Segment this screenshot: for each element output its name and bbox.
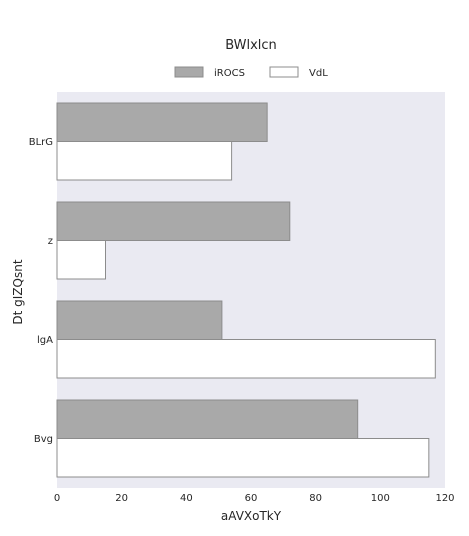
legend-label: iROCS <box>214 68 245 79</box>
bar-series1-2 <box>56 300 223 340</box>
bar-series2-0 <box>56 141 233 181</box>
x-tick-label: 20 <box>115 493 128 504</box>
bar-series1-3 <box>56 399 359 439</box>
legend-swatch <box>269 66 299 78</box>
x-tick-label: 40 <box>180 493 193 504</box>
x-tick-label: 120 <box>435 493 454 504</box>
chart-title: BWlxlcn <box>225 38 277 53</box>
legend-swatch <box>174 66 204 78</box>
y-tick-label: lgA <box>37 335 53 346</box>
y-tick-label: Bvg <box>34 434 53 445</box>
x-tick-label: 0 <box>54 493 60 504</box>
bar-series2-1 <box>56 240 106 280</box>
legend: iROCS VdL <box>174 66 328 79</box>
bar-series2-2 <box>56 339 436 379</box>
y-axis-label: Dt gIZQsnt <box>11 259 25 324</box>
bar-series1-1 <box>56 201 291 241</box>
bars-layer <box>56 102 436 478</box>
x-axis-label: aAVXoTkY <box>221 509 282 523</box>
x-tick-label: 80 <box>309 493 322 504</box>
bar-series2-3 <box>56 438 430 478</box>
y-tick-label: z <box>48 236 53 247</box>
y-tick-labels: BLrG z lgA Bvg <box>29 137 53 445</box>
bar-series1-0 <box>56 102 268 142</box>
x-tick-labels: 0 20 40 60 80 100 120 <box>54 493 455 504</box>
legend-label: VdL <box>309 68 328 79</box>
x-tick-label: 60 <box>245 493 258 504</box>
x-tick-label: 100 <box>371 493 390 504</box>
y-tick-label: BLrG <box>29 137 53 148</box>
